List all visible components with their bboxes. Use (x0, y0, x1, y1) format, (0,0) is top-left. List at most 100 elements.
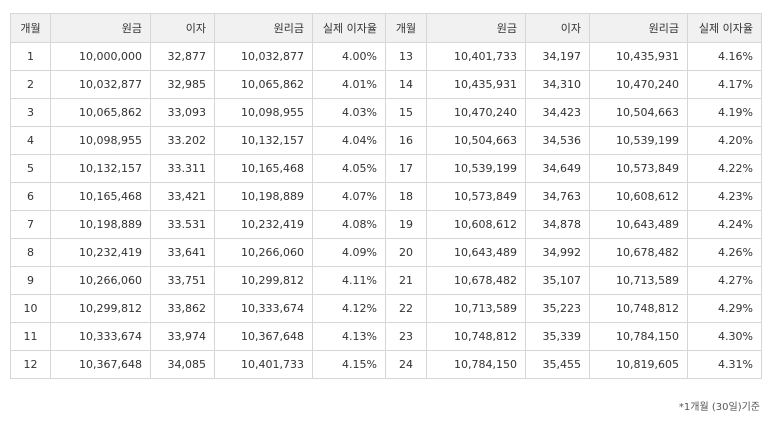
header-effective-rate: 실제 이자율 (312, 13, 386, 43)
cell-interest: 34,310 (525, 70, 590, 99)
cell-effective-rate: 4.29% (687, 294, 762, 323)
cell-principal: 10,032,877 (50, 70, 151, 99)
cell-month: 4 (10, 126, 51, 155)
cell-month: 8 (10, 238, 51, 267)
table-row: 9 10,266,060 33,751 10,299,812 4.11% 21 10,678… (10, 266, 762, 295)
cell-principal: 10,784,150 (426, 350, 526, 379)
cell-month: 12 (10, 350, 51, 379)
cell-total: 10,401,733 (214, 350, 313, 379)
cell-principal: 10,504,663 (426, 126, 526, 155)
cell-month: 18 (385, 182, 427, 211)
cell-effective-rate: 4.30% (687, 322, 762, 351)
cell-principal: 10,132,157 (50, 154, 151, 183)
cell-total: 10,713,589 (589, 266, 688, 295)
cell-interest: 35,455 (525, 350, 590, 379)
cell-month: 17 (385, 154, 427, 183)
cell-interest: 34,878 (525, 210, 590, 239)
cell-interest: 34,649 (525, 154, 590, 183)
table-row: 3 10,065,862 33,093 10,098,955 4.03% 15 10,470… (10, 98, 762, 127)
cell-effective-rate: 4.23% (687, 182, 762, 211)
table-body: 1 10,000,000 32,877 10,032,877 4.00% 13 10,401… (10, 42, 762, 379)
cell-principal: 10,539,199 (426, 154, 526, 183)
cell-principal: 10,198,889 (50, 210, 151, 239)
cell-principal: 10,065,862 (50, 98, 151, 127)
cell-interest: 33,641 (150, 238, 215, 267)
cell-total: 10,435,931 (589, 42, 688, 71)
cell-principal: 10,470,240 (426, 98, 526, 127)
cell-total: 10,165,468 (214, 154, 313, 183)
cell-total: 10,678,482 (589, 238, 688, 267)
cell-principal: 10,573,849 (426, 182, 526, 211)
header-principal: 원금 (426, 13, 526, 43)
cell-principal: 10,401,733 (426, 42, 526, 71)
cell-total: 10,299,812 (214, 266, 313, 295)
header-effective-rate: 실제 이자율 (687, 13, 762, 43)
cell-interest: 34,197 (525, 42, 590, 71)
cell-effective-rate: 4.07% (312, 182, 386, 211)
cell-principal: 10,608,612 (426, 210, 526, 239)
cell-total: 10,784,150 (589, 322, 688, 351)
header-month: 개월 (385, 13, 427, 43)
header-interest: 이자 (525, 13, 590, 43)
cell-month: 13 (385, 42, 427, 71)
cell-interest: 33.311 (150, 154, 215, 183)
cell-month: 16 (385, 126, 427, 155)
cell-month: 2 (10, 70, 51, 99)
cell-effective-rate: 4.11% (312, 266, 386, 295)
cell-interest: 33.202 (150, 126, 215, 155)
cell-interest: 33,421 (150, 182, 215, 211)
cell-month: 21 (385, 266, 427, 295)
cell-interest: 35,107 (525, 266, 590, 295)
cell-total: 10,819,605 (589, 350, 688, 379)
footnote: *1개월 (30일)기준 (678, 402, 760, 413)
cell-principal: 10,643,489 (426, 238, 526, 267)
cell-total: 10,573,849 (589, 154, 688, 183)
cell-month: 10 (10, 294, 51, 323)
cell-total: 10,065,862 (214, 70, 313, 99)
cell-principal: 10,748,812 (426, 322, 526, 351)
cell-month: 3 (10, 98, 51, 127)
cell-effective-rate: 4.04% (312, 126, 386, 155)
cell-month: 14 (385, 70, 427, 99)
table-row: 8 10,232,419 33,641 10,266,060 4.09% 20 10,643… (10, 238, 762, 267)
cell-interest: 34,423 (525, 98, 590, 127)
cell-total: 10,032,877 (214, 42, 313, 71)
cell-effective-rate: 4.12% (312, 294, 386, 323)
table-row: 7 10,198,889 33.531 10,232,419 4.08% 19 10,608… (10, 210, 762, 239)
table-header-row: 개월 원금 이자 원리금 실제 이자율 개월 원금 이자 원리금 실제 이자율 (10, 13, 762, 43)
cell-effective-rate: 4.26% (687, 238, 762, 267)
cell-month: 11 (10, 322, 51, 351)
cell-month: 15 (385, 98, 427, 127)
cell-month: 7 (10, 210, 51, 239)
cell-interest: 34,085 (150, 350, 215, 379)
cell-total: 10,198,889 (214, 182, 313, 211)
cell-effective-rate: 4.22% (687, 154, 762, 183)
cell-principal: 10,678,482 (426, 266, 526, 295)
cell-effective-rate: 4.16% (687, 42, 762, 71)
cell-total: 10,367,648 (214, 322, 313, 351)
cell-total: 10,232,419 (214, 210, 313, 239)
header-total: 원리금 (214, 13, 313, 43)
cell-month: 5 (10, 154, 51, 183)
cell-interest: 32,985 (150, 70, 215, 99)
cell-effective-rate: 4.01% (312, 70, 386, 99)
cell-total: 10,098,955 (214, 98, 313, 127)
cell-month: 23 (385, 322, 427, 351)
cell-interest: 33.531 (150, 210, 215, 239)
cell-total: 10,643,489 (589, 210, 688, 239)
cell-interest: 35,339 (525, 322, 590, 351)
cell-total: 10,266,060 (214, 238, 313, 267)
cell-month: 1 (10, 42, 51, 71)
cell-effective-rate: 4.20% (687, 126, 762, 155)
cell-effective-rate: 4.27% (687, 266, 762, 295)
cell-month: 19 (385, 210, 427, 239)
cell-principal: 10,435,931 (426, 70, 526, 99)
cell-principal: 10,266,060 (50, 266, 151, 295)
table-row: 12 10,367,648 34,085 10,401,733 4.15% 24 10,78… (10, 350, 762, 379)
cell-effective-rate: 4.05% (312, 154, 386, 183)
cell-month: 24 (385, 350, 427, 379)
cell-interest: 34,992 (525, 238, 590, 267)
cell-interest: 33,093 (150, 98, 215, 127)
table-row: 2 10,032,877 32,985 10,065,862 4.01% 14 10,435… (10, 70, 762, 99)
cell-interest: 34,763 (525, 182, 590, 211)
